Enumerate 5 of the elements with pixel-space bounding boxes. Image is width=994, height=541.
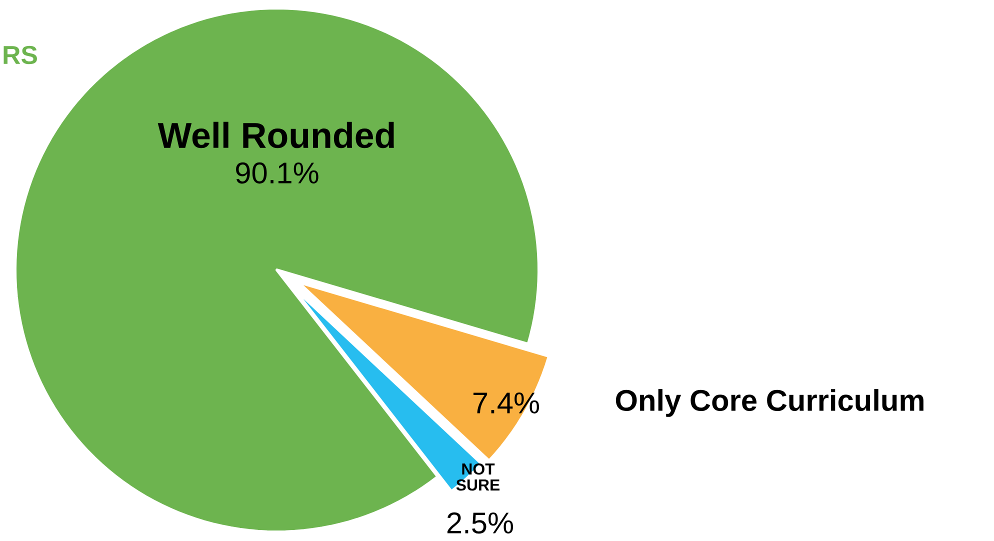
data-label: 90.1% — [236, 162, 318, 184]
data-label: 2.5% — [447, 512, 514, 534]
text: RS — [4, 46, 37, 64]
slice-label: Well Rounded — [158, 122, 394, 148]
slice-label: Only Core Curriculum — [616, 389, 924, 417]
